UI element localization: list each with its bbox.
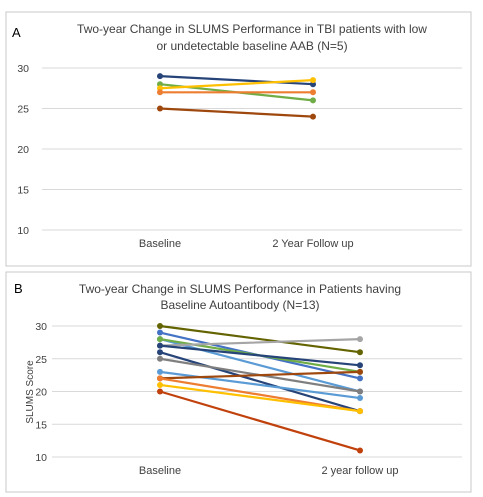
panel-b-data-point [157,381,163,388]
panel-b-data-point [157,375,163,382]
panel-b-series-line [158,370,362,380]
panel-b-data-point [157,349,163,356]
panel-b-series-12 [157,381,363,415]
panel-b-series-6 [157,342,363,369]
panel-a-x-category-label: 2 Year Follow up [272,238,353,250]
panel-b-series-13 [157,388,363,454]
panel-b-data-point [157,388,163,395]
panel-a-letter: A [12,25,21,40]
panel-a-title-line-2: or undetectable baseline AAB (N=5) [156,39,347,53]
panel-b-data-point [357,388,363,395]
panel-a-y-tick-label: 30 [17,63,29,75]
panel-b-title-line-2: Baseline Autoantibody (N=13) [160,298,319,312]
panel-a-y-tick-label: 25 [17,104,29,116]
panel-b-y-tick-label: 10 [35,452,47,464]
panel-b-data-point [357,368,363,375]
panel-a-data-point [310,77,316,84]
panel-b-x-category-label: 2 year follow up [321,465,398,477]
panel-a-data-point [157,89,163,96]
panel-a-series-3 [157,77,316,92]
panel-b-y-tick-label: 30 [35,321,47,333]
panel-b-y-tick-label: 20 [35,387,47,399]
panel-b-data-point [357,395,363,402]
panel-a-data-point [310,97,316,104]
panel-b-series-line [158,383,362,413]
panel-a-data-point [310,113,316,120]
panel-a-title-line-1: Two-year Change in SLUMS Performance in … [77,22,427,36]
panel-b-data-point [157,323,163,329]
panel-a-series-5 [157,105,316,120]
panel-b-data-point [157,329,163,336]
panel-a-series-4 [157,89,316,96]
panel-b-y-tick-label: 15 [35,419,47,431]
panel-b-data-point [157,342,163,349]
panel-b-series-line [158,324,362,354]
panel-a-y-tick-label: 15 [17,185,29,197]
panel-b-plot: 10 15 20 25 30 Baseline 2 year follow up [35,321,462,477]
panel-b-data-point [157,336,163,343]
panel-a-x-category-label: Baseline [139,238,181,250]
panel-b-data-point [357,375,363,382]
panel-b-series-1 [157,323,363,356]
panel-a-series-line [158,74,315,86]
panel-b-series-line [158,351,362,413]
panel-b-title-line-1: Two-year Change in SLUMS Performance in … [79,282,401,296]
panel-a-series-line [158,79,315,90]
panel-b-data-point [157,355,163,362]
panel-b-data-point [157,368,163,375]
panel-a-data-point [157,105,163,112]
panel-a-plot: 10 15 20 25 30 Baseline 2 Year Follow up [17,63,462,250]
panel-b-y-axis-label: SLUMS Score [25,360,36,424]
panel-a-y-tick-label: 10 [17,225,29,237]
panel-b-data-point [357,336,363,343]
panel-b-y-tick-label: 25 [35,354,47,366]
panel-b-data-point [357,447,363,454]
panel-b-data-point [357,349,363,356]
panel-b-data-point [357,408,363,415]
panel-a-data-point [157,73,163,80]
panel-a-y-tick-label: 20 [17,144,29,156]
panel-b-x-category-label: Baseline [139,465,181,477]
panel-b-series-line [158,338,362,347]
panel-b: B Two-year Change in SLUMS Performance i… [5,271,472,493]
panel-b-series-line [158,344,362,367]
panel-b-data-point [357,362,363,369]
panel-b-letter: B [14,281,23,296]
panel-a: A Two-year Change in SLUMS Performance i… [5,11,472,267]
panel-a-data-point [310,89,316,96]
panel-b-series-line [158,390,362,452]
panel-a-series-line [158,107,315,118]
panel-a-frame [5,11,472,267]
